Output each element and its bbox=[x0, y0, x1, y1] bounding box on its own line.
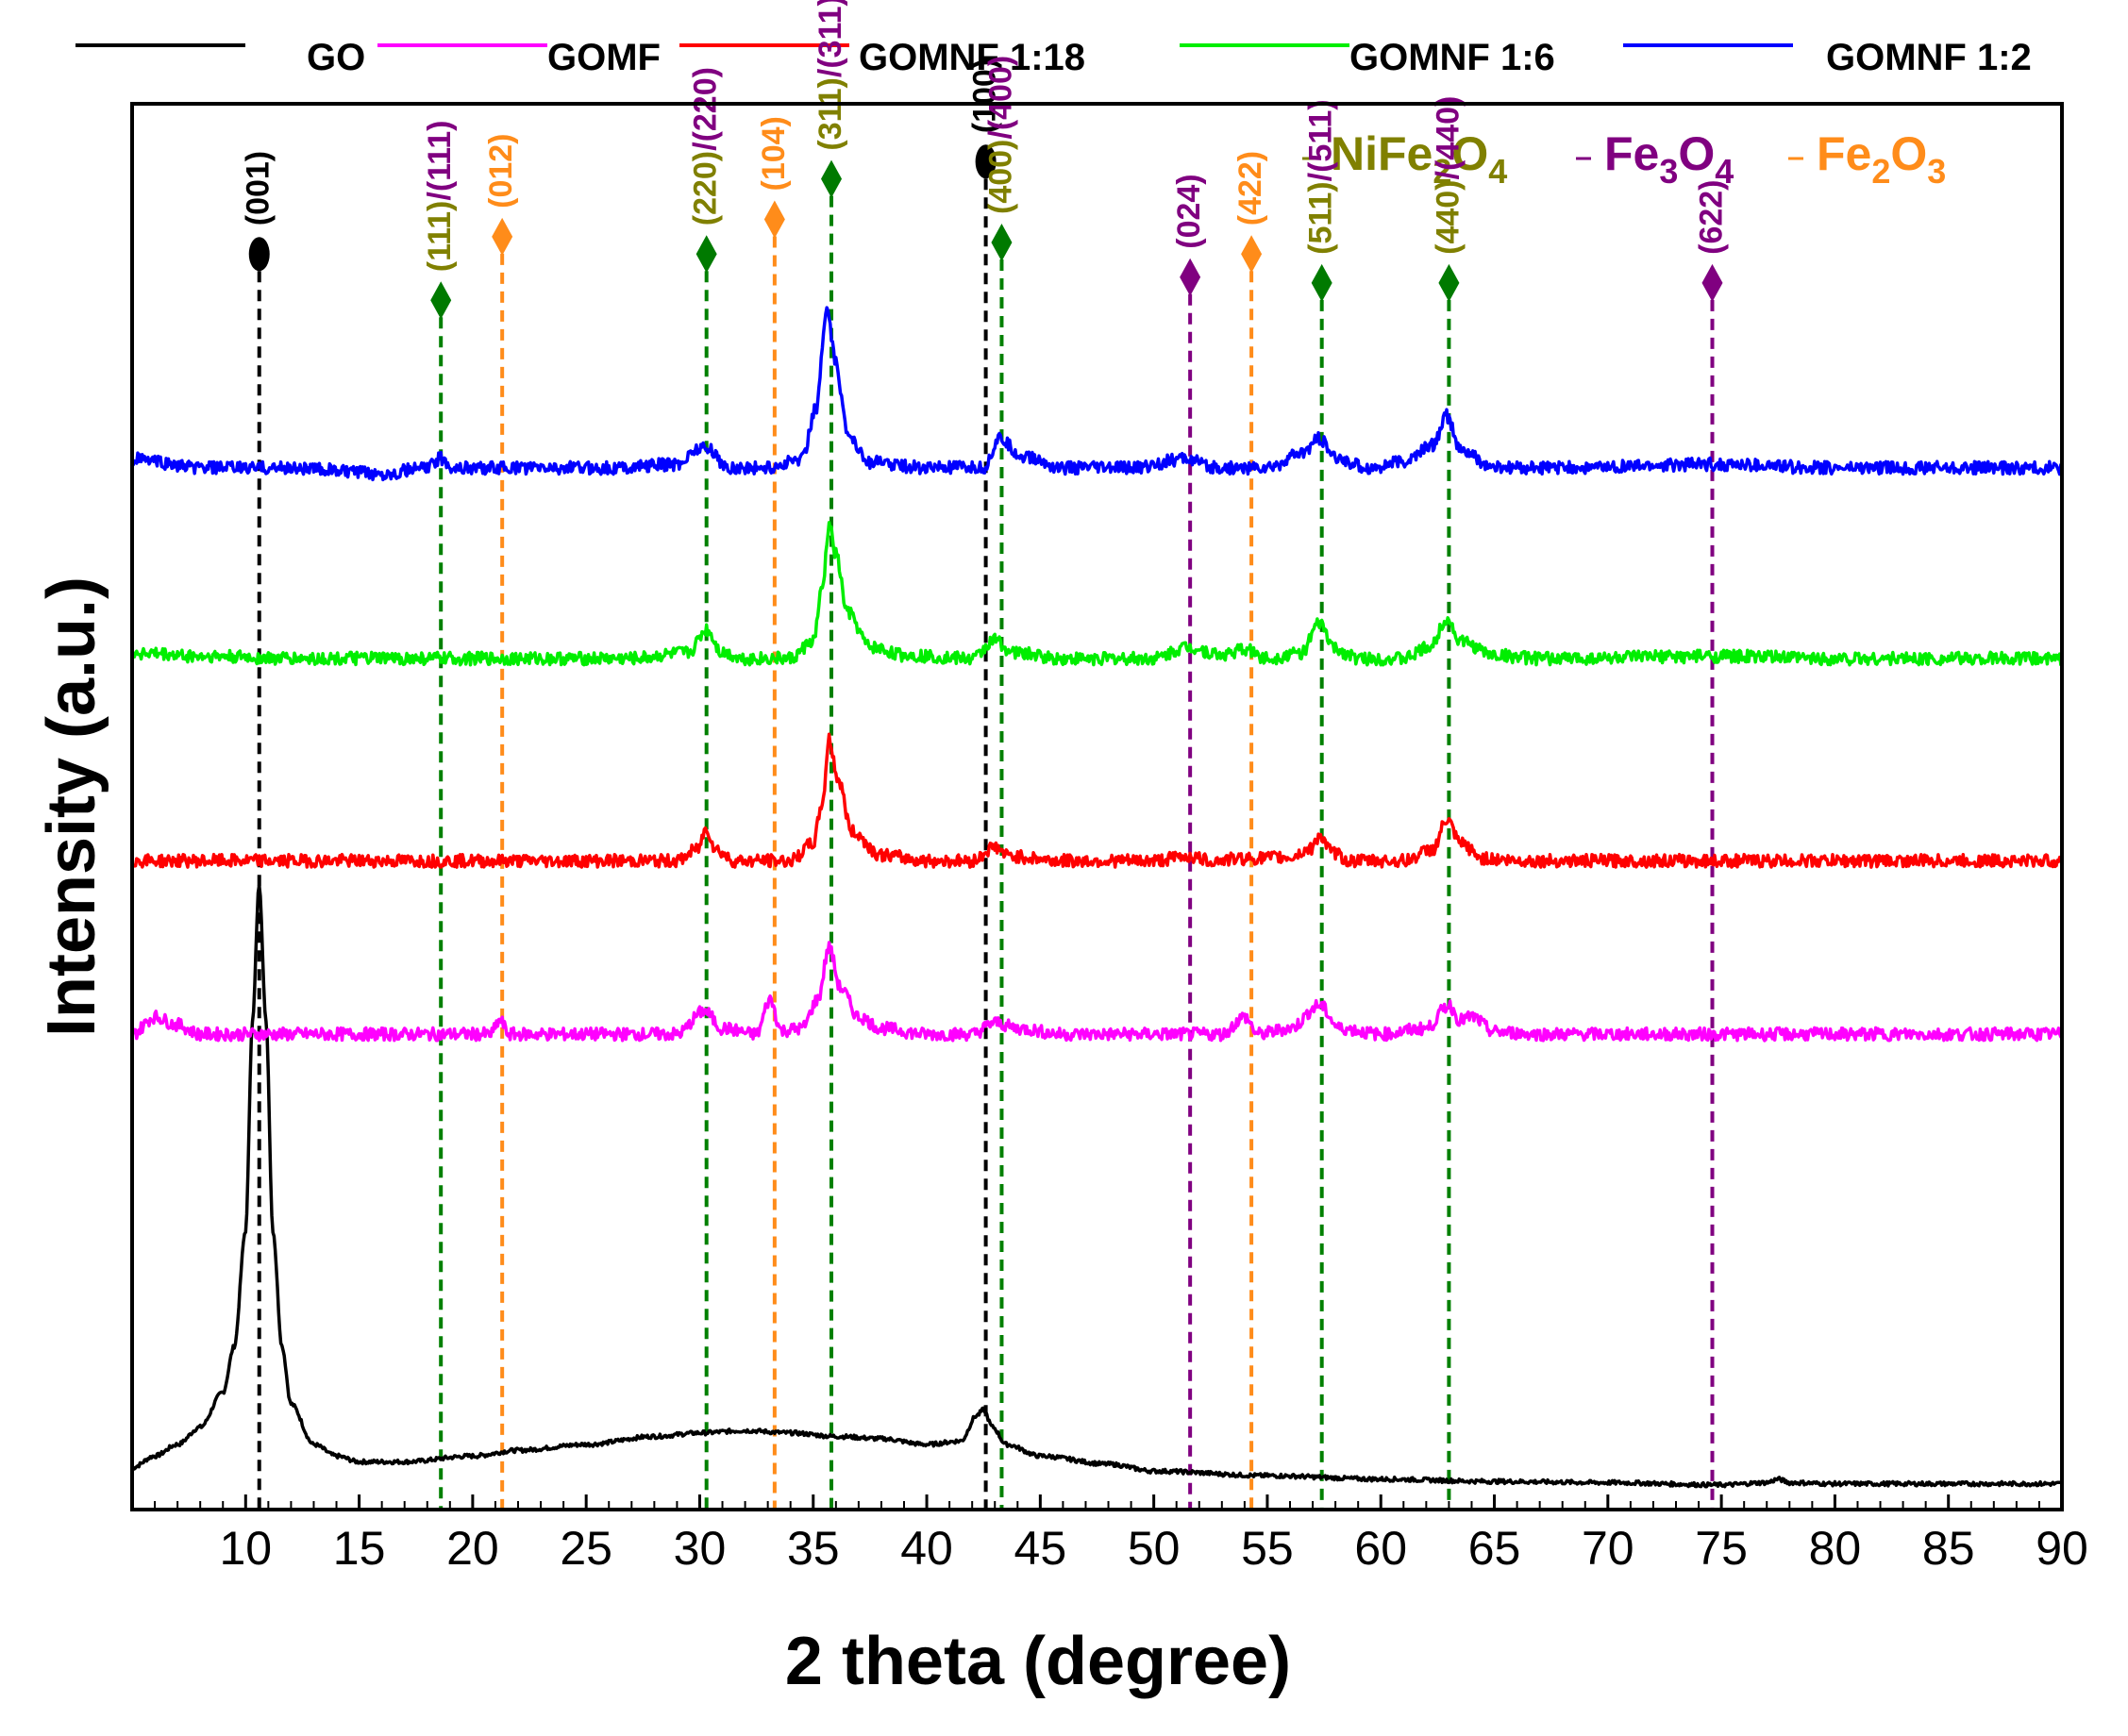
legend-label: GOMNF 1:2 bbox=[1826, 37, 2032, 78]
x-tick-label: 85 bbox=[1922, 1522, 1975, 1575]
peak-marker-diamond bbox=[1180, 258, 1201, 296]
peak-marker-ellipse bbox=[975, 144, 997, 179]
phase-legend-label: Fe3O4 bbox=[1604, 127, 1734, 191]
peak-label: (100) bbox=[967, 58, 1003, 133]
peak-label: (220)/(220) bbox=[688, 67, 724, 225]
series-line-gomf bbox=[130, 941, 2063, 1043]
x-tick-label: 90 bbox=[2036, 1522, 2088, 1575]
x-axis-ticks: 10 15 20 25 30 35 40 45 50 55 60 65 70 75 80 85 90 bbox=[130, 1494, 2088, 1575]
x-tick-label: 20 bbox=[446, 1522, 499, 1575]
peak-label: (400)/(400) bbox=[982, 56, 1018, 214]
peak-marker-diamond bbox=[821, 159, 843, 198]
peak-label: (422) bbox=[1232, 151, 1268, 225]
peak-label: (012) bbox=[483, 134, 519, 209]
phase-legend: NiFe2O4 Fe3O4 Fe2O3 bbox=[1302, 127, 1946, 191]
legend-label: GOMF bbox=[547, 37, 661, 78]
peak-marker-diamond bbox=[695, 235, 717, 274]
series-line-go bbox=[131, 883, 2063, 1489]
x-tick-label: 50 bbox=[1128, 1522, 1181, 1575]
x-tick-label: 80 bbox=[1809, 1522, 1862, 1575]
peak-marker-diamond bbox=[1701, 263, 1723, 302]
series-lines bbox=[130, 306, 2064, 1489]
x-tick-label: 30 bbox=[674, 1522, 727, 1575]
reference-lines: (001) (111)/(111) (012) (220)/(220) (104) (31… bbox=[241, 0, 1729, 1510]
plot-frame bbox=[130, 102, 2064, 1511]
y-axis-label: Intensity (a.u.) bbox=[34, 576, 109, 1037]
x-tick-label: 15 bbox=[333, 1522, 386, 1575]
peak-marker-diamond bbox=[991, 224, 1013, 261]
x-tick-label: 65 bbox=[1468, 1522, 1521, 1575]
series-line-gomnf-1-18 bbox=[131, 732, 2064, 869]
x-tick-label: 45 bbox=[1014, 1522, 1067, 1575]
peak-label: (311)/(311) bbox=[813, 0, 848, 151]
peak-marker-diamond bbox=[763, 200, 785, 239]
peak-label: (111)/(111) bbox=[422, 121, 458, 273]
legend-label: GOMNF 1:6 bbox=[1349, 37, 1555, 78]
x-tick-label: 60 bbox=[1354, 1522, 1407, 1575]
peak-marker-diamond bbox=[1311, 263, 1332, 302]
peak-label: (104) bbox=[756, 116, 792, 191]
phase-legend-label: NiFe2O4 bbox=[1331, 127, 1507, 191]
peak-marker-diamond bbox=[492, 217, 513, 256]
series-legend: GO GOMF GOMNF 1:18 GOMNF 1:6 GOMNF 1:2 bbox=[75, 37, 2032, 78]
peak-marker-diamond bbox=[1241, 235, 1263, 274]
x-tick-label: 75 bbox=[1695, 1522, 1748, 1575]
peak-label: (001) bbox=[241, 151, 276, 225]
x-tick-label: 10 bbox=[219, 1522, 272, 1575]
peak-marker-diamond bbox=[430, 281, 452, 320]
peak-label: (511)/(511) bbox=[1303, 99, 1339, 254]
x-axis-label: 2 theta (degree) bbox=[785, 1624, 1291, 1699]
legend-label: GOMNF 1:18 bbox=[859, 37, 1085, 78]
phase-legend-label: Fe2O3 bbox=[1817, 127, 1946, 191]
x-tick-label: 55 bbox=[1241, 1522, 1294, 1575]
x-tick-label: 40 bbox=[900, 1522, 953, 1575]
peak-marker-ellipse bbox=[248, 237, 270, 272]
legend-label: GO bbox=[307, 37, 365, 78]
peak-marker-diamond bbox=[1438, 263, 1460, 302]
x-tick-label: 25 bbox=[560, 1522, 612, 1575]
series-line-gomnf-1-6 bbox=[130, 521, 2064, 667]
peak-label: (024) bbox=[1171, 174, 1207, 248]
series-line-gomnf-1-2 bbox=[130, 306, 2064, 482]
x-tick-label: 70 bbox=[1582, 1522, 1634, 1575]
x-tick-label: 35 bbox=[787, 1522, 840, 1575]
peak-label: (622) bbox=[1693, 180, 1729, 255]
peak-label: (440)/(440) bbox=[1430, 96, 1466, 255]
